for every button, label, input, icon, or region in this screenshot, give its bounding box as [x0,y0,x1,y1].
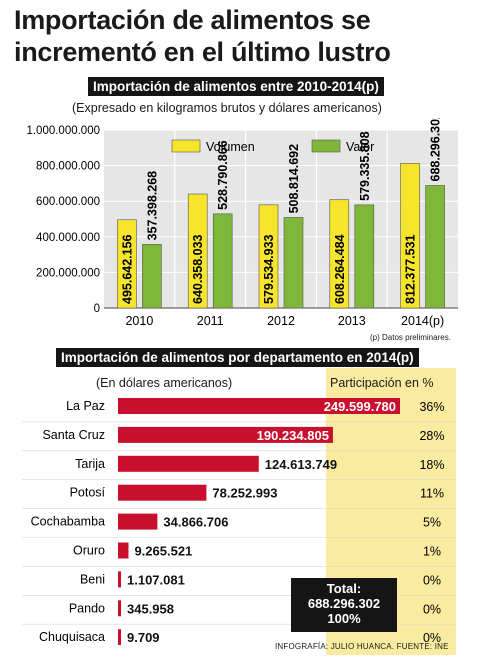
bar-value-label: 640.358.033 [191,234,205,304]
department-bar [118,426,333,443]
department-bar [118,513,158,530]
department-value: 249.599.780 [324,399,396,414]
bar-value-label: 508.814.692 [287,144,301,214]
department-bar-chart: La Paz 249.599.780 36% Santa Cruz 190.234.80… [22,398,456,645]
department-bar [118,629,121,645]
department-share: 11% [420,487,444,501]
department-value: 345.958 [127,601,174,616]
bar-value-label: 579.335.808 [358,131,372,201]
total-box: Total: 688.296.302 100% [291,578,397,632]
bar-volumen [187,193,208,309]
chart1-subtitle: (Expresado en kilogramos brutos y dólare… [72,101,382,115]
bar-value-label: 608.264.484 [333,234,347,304]
bar-value-label: 495.642.156 [120,234,134,304]
y-tick-label: 600.000.000 [36,196,100,208]
bar-volumen [329,199,350,309]
x-tick-label: 2013 [338,314,366,328]
bar-value-label: 688.296.302 [429,118,443,181]
share-header: Participación en % [330,376,434,390]
bar-value-label: 528.790.866 [216,140,230,210]
department-label: Oruro [73,544,105,558]
department-bar [118,484,207,501]
bar-value-label: 357.398.268 [145,171,159,241]
legend-swatch-valor [311,139,341,153]
column-chart: 0 200.000.000 400.000.000 600.000.000 800.00… [26,118,458,328]
bar-volumen [117,219,137,309]
department-bar [118,542,129,559]
department-share: 1% [423,545,441,559]
department-label: Pando [69,601,105,615]
bar-valor [425,185,445,309]
department-share: 18% [419,458,444,472]
total-percent: 100% [327,611,361,626]
department-value: 124.613.749 [265,457,337,472]
bar-valor [283,217,304,309]
department-share: 28% [419,429,444,443]
x-tick-label: 2011 [197,314,224,328]
department-share: 0% [423,631,441,645]
department-label: Beni [80,572,105,586]
department-share: 0% [423,602,441,616]
bar-valor [142,244,162,309]
department-bar [118,571,121,588]
department-label: Potosí [70,486,106,500]
total-label: Total: [326,581,362,596]
department-value: 9.709 [127,630,160,645]
department-share: 0% [423,573,441,587]
department-value: 78.252.993 [212,486,277,501]
department-bar [118,455,259,472]
bar-valor [354,204,375,309]
chart2-title: Importación de alimentos por departament… [56,348,419,367]
y-tick-label: 200.000.000 [36,267,100,279]
legend-swatch-volumen [171,139,201,153]
x-tick-label: 2012 [267,314,295,328]
department-share: 36% [419,400,444,414]
department-share: 5% [423,516,441,530]
bar-volumen [400,163,420,309]
chart1-note: (p) Datos preliminares. [370,333,451,342]
x-tick-label: 2010 [125,314,153,328]
department-label: La Paz [66,399,105,413]
y-tick-label: 800.000.000 [36,161,100,173]
legend-label: Valor [346,140,374,154]
department-value: 34.866.706 [163,515,228,530]
chart1-title: Importación de alimentos entre 2010-2014… [88,77,384,96]
department-value: 190.234.805 [257,428,329,443]
chart2-subtitle: (En dólares americanos) [96,376,233,390]
department-label: Cochabamba [31,515,105,529]
department-bar [118,600,121,617]
bar-value-label: 579.534.933 [262,234,276,304]
bar-volumen [258,204,279,309]
credit: INFOGRAFÍA: JULIO HUANCA. FUENTE: INE [275,642,449,651]
y-tick-label: 1.000.000.000 [26,125,100,137]
headline: Importación de alimentos se incrementó e… [14,5,391,67]
total-value: 688.296.302 [307,596,381,611]
department-label: Chuquisaca [39,630,105,644]
bar-value-label: 812.377.531 [404,234,418,304]
department-value: 1.107.081 [127,572,185,587]
legend-label: Volumen [206,140,255,154]
x-tick-label: 2014(p) [401,314,444,328]
department-label: Santa Cruz [42,428,105,442]
y-tick-label: 400.000.000 [36,232,100,244]
department-bar [118,398,400,414]
y-tick-label: 0 [94,303,100,315]
bar-valor [212,213,233,309]
department-label: Tarija [75,457,105,471]
plot-area [104,130,458,308]
department-value: 9.265.521 [134,544,192,559]
